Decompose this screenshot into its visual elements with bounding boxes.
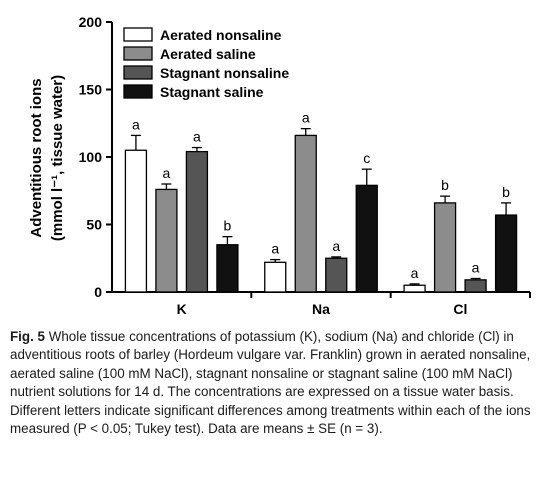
bar: [355, 184, 378, 293]
y-axis: 0 50 100 150 200: [79, 14, 113, 300]
y-axis-title-line2: (mmol l⁻¹, tissue water): [49, 75, 66, 241]
significance-letter: b: [441, 177, 449, 193]
bar: [294, 134, 317, 293]
legend-label: Stagnant nonsaline: [160, 65, 289, 81]
y-tick-label: 200: [79, 14, 103, 30]
bar: [155, 188, 178, 293]
x-tick-label: K: [177, 301, 187, 317]
x-axis: K Na Cl: [112, 291, 531, 317]
significance-letter: b: [502, 184, 510, 200]
significance-letter: a: [472, 260, 480, 276]
significance-letter: c: [363, 150, 370, 166]
bar: [264, 261, 287, 293]
legend: Aerated nonsaline Aerated saline Stagnant …: [123, 27, 289, 100]
bar: [185, 150, 209, 293]
bar: [464, 279, 487, 293]
significance-letter: a: [411, 265, 419, 281]
legend-label: Stagnant saline: [160, 84, 264, 100]
significance-letter: b: [224, 218, 232, 234]
bars: a a a b a a a c a b a b: [124, 110, 518, 293]
legend-swatch: [123, 84, 153, 99]
legend-label: Aerated nonsaline: [160, 27, 282, 43]
figure-label: Fig. 5: [10, 329, 45, 344]
bar: [325, 257, 348, 293]
y-tick-label: 0: [94, 284, 102, 300]
legend-swatch: [123, 27, 153, 42]
legend-swatch: [123, 65, 153, 80]
x-tick-label: Cl: [453, 301, 467, 317]
significance-letter: a: [332, 238, 340, 254]
significance-letter: a: [271, 241, 279, 257]
bar: [403, 284, 426, 293]
x-tick-label: Na: [312, 301, 330, 317]
significance-letter: a: [302, 110, 310, 126]
bar: [494, 214, 518, 293]
y-tick-label: 50: [86, 217, 102, 233]
legend-swatch: [123, 46, 153, 61]
bar: [124, 149, 148, 293]
y-tick-label: 100: [79, 149, 103, 165]
y-axis-title-line1: Adventitious root ions: [28, 78, 45, 237]
significance-letter: a: [132, 116, 140, 132]
bar: [216, 244, 239, 293]
bar: [433, 202, 457, 293]
significance-letter: a: [193, 129, 201, 145]
bar-chart: 0 50 100 150 200 K Na Cl a a a b a a a c a b a b Aerated …: [28, 14, 531, 317]
figure-caption: Fig. 5 Whole tissue concentrations of po…: [10, 328, 536, 438]
significance-letter: a: [163, 165, 171, 181]
legend-label: Aerated saline: [160, 46, 256, 62]
caption-text: Whole tissue concentrations of potassium…: [10, 329, 531, 437]
y-tick-label: 150: [79, 82, 103, 98]
